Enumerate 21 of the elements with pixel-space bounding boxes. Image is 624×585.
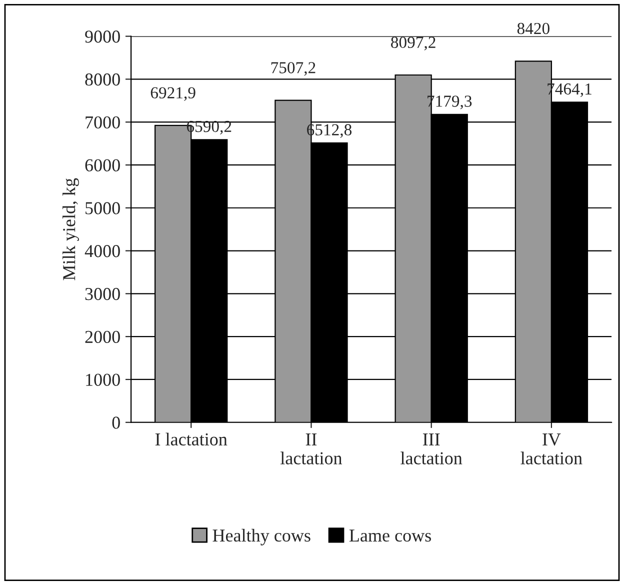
y-tick-label: 4000	[84, 245, 120, 258]
legend-label: Lame cows	[349, 530, 431, 542]
x-tick-label: I lactation	[155, 432, 228, 446]
y-tick-label: 6000	[85, 159, 120, 172]
data-label: 7507,2	[271, 62, 316, 76]
data-label: 6921,9	[150, 87, 196, 101]
data-label: 8097,2	[391, 36, 436, 50]
legend-label: Healthy cows	[212, 528, 310, 546]
x-tick-label: III lactation	[400, 433, 462, 464]
y-tick-label: 0	[112, 416, 120, 429]
y-tick-label: 5000	[86, 202, 120, 214]
y-axis-title: Milk yield, kg	[62, 178, 79, 280]
y-tick-label: 2000	[85, 330, 120, 344]
x-tick-label: IV lactation	[520, 433, 582, 464]
y-tick-label: 7000	[86, 116, 120, 129]
y-tick-label: 8000	[85, 73, 120, 86]
x-tick-label: II lactation	[280, 433, 342, 464]
y-tick-label: 1000	[86, 374, 120, 386]
y-tick-label: 9000	[85, 30, 120, 43]
y-tick-label: 3000	[85, 288, 120, 300]
data-label: 8420	[517, 22, 550, 34]
